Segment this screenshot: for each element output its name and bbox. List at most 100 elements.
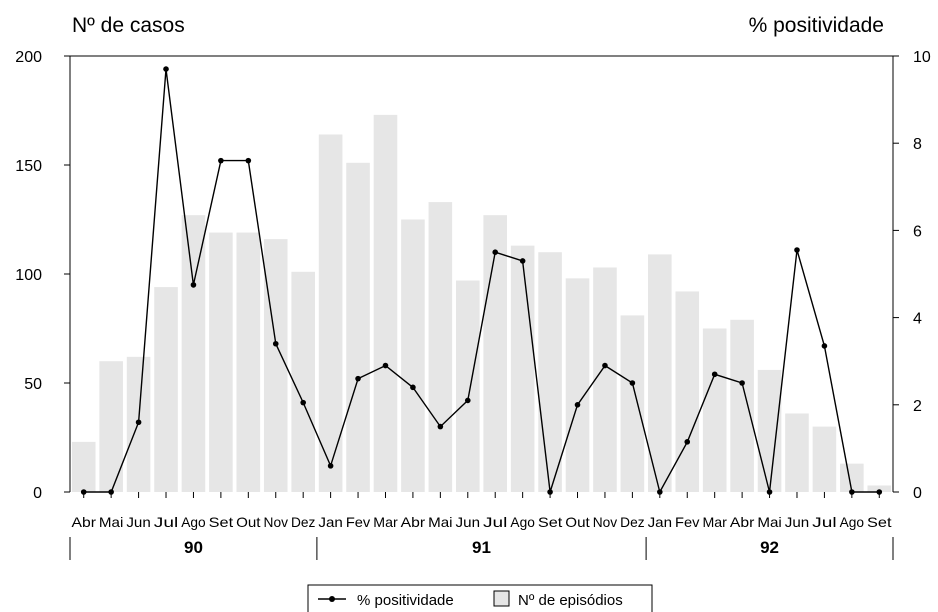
- x-tick-label: Jun: [126, 514, 150, 530]
- bar: [181, 215, 206, 492]
- positivity-point: [382, 362, 389, 369]
- positivity-point: [492, 249, 499, 255]
- x-tick-label: Mar: [373, 514, 398, 530]
- bar: [785, 413, 809, 492]
- x-tick-label: Abr: [730, 514, 755, 530]
- positivity-point: [821, 343, 828, 349]
- bar: [812, 426, 837, 492]
- bar: [209, 232, 233, 492]
- bar: [867, 485, 892, 492]
- positivity-point: [684, 439, 691, 445]
- bar: [318, 134, 343, 493]
- x-tick-label: Out: [565, 514, 590, 530]
- x-tick-label: Jun: [785, 514, 809, 530]
- x-tick-label: Jul: [483, 514, 507, 530]
- x-tick-label: Jan: [648, 514, 672, 530]
- x-tick-label: Abr: [72, 514, 97, 530]
- bar: [565, 278, 590, 492]
- legend-bar-icon: [493, 590, 510, 607]
- left-tick-label: 50: [24, 376, 42, 393]
- left-tick-label: 150: [15, 158, 42, 175]
- x-tick-label: Mai: [428, 514, 452, 530]
- bar: [455, 280, 480, 492]
- x-tick-label: Jun: [456, 514, 480, 530]
- positivity-point: [711, 371, 718, 378]
- positivity-point: [602, 362, 608, 369]
- bar: [757, 369, 782, 492]
- left-axis-title: Nº de casos: [72, 14, 185, 37]
- x-tick-label: Set: [538, 514, 563, 530]
- x-tick-label: Mai: [757, 514, 781, 530]
- right-tick-label: 8: [913, 136, 922, 153]
- positivity-point: [739, 380, 745, 386]
- bar: [648, 254, 672, 492]
- right-tick-label: 6: [913, 223, 922, 240]
- x-tick-label: Nov: [593, 514, 617, 530]
- legend-point-icon: [329, 596, 335, 602]
- positivity-line: [83, 69, 880, 494]
- bar: [428, 202, 453, 492]
- positivity-point: [464, 397, 471, 404]
- line-series: [80, 66, 883, 495]
- bar: [373, 114, 398, 493]
- right-axis-title: % positividade: [749, 14, 884, 37]
- bar: [593, 267, 617, 492]
- bar-series: [71, 114, 892, 493]
- bar: [291, 271, 315, 492]
- bar: [538, 252, 562, 492]
- x-tick-label: Jul: [812, 514, 836, 530]
- bar: [620, 315, 645, 492]
- bar: [401, 219, 425, 492]
- x-tick-label: Fev: [346, 514, 370, 530]
- left-tick-label: 200: [15, 49, 42, 66]
- bar: [702, 328, 727, 492]
- legend-label-positivity: % positividade: [357, 592, 454, 609]
- positivity-point: [629, 380, 636, 386]
- x-tick-label: Nov: [264, 514, 288, 530]
- positivity-point: [245, 157, 252, 164]
- bar: [71, 441, 96, 492]
- year-label: 91: [472, 538, 491, 557]
- right-tick-label: 10: [913, 49, 931, 66]
- bar: [675, 291, 700, 492]
- positivity-point: [272, 340, 279, 347]
- bar: [346, 162, 370, 492]
- positivity-point: [355, 375, 361, 382]
- right-tick-label: 2: [913, 398, 922, 415]
- positivity-point: [519, 258, 526, 264]
- bar: [483, 215, 508, 492]
- x-tick-label: Dez: [291, 514, 315, 530]
- bar: [154, 287, 178, 492]
- bar: [236, 232, 261, 492]
- x-tick-label: Set: [867, 514, 892, 530]
- year-label: 92: [760, 538, 779, 557]
- x-tick-label: Jul: [154, 514, 178, 530]
- positivity-point: [410, 384, 416, 391]
- legend: % positividade Nº de episódios: [307, 584, 653, 612]
- positivity-point: [327, 463, 334, 469]
- bar: [730, 319, 754, 492]
- x-tick-label: Abr: [401, 514, 426, 530]
- x-tick-label: Jan: [318, 514, 342, 530]
- x-tick-label: Out: [236, 514, 261, 530]
- legend-box: [307, 584, 653, 612]
- positivity-point: [794, 247, 800, 253]
- right-tick-label: 4: [913, 311, 922, 328]
- positivity-point: [218, 157, 224, 164]
- year-label: 90: [184, 538, 203, 557]
- positivity-point: [135, 419, 142, 426]
- x-tick-label: Mai: [99, 514, 123, 530]
- positivity-point: [574, 402, 581, 408]
- bar: [99, 361, 123, 492]
- left-tick-label: 0: [33, 485, 42, 502]
- x-tick-label: Set: [209, 514, 234, 530]
- legend-label-episodes: Nº de episódios: [518, 592, 623, 609]
- bar: [510, 245, 535, 492]
- bar: [840, 463, 864, 492]
- x-tick-label: Ago: [840, 514, 865, 530]
- x-tick-label: Mar: [702, 514, 727, 530]
- x-tick-label: Fev: [675, 514, 699, 530]
- positivity-point: [190, 282, 197, 288]
